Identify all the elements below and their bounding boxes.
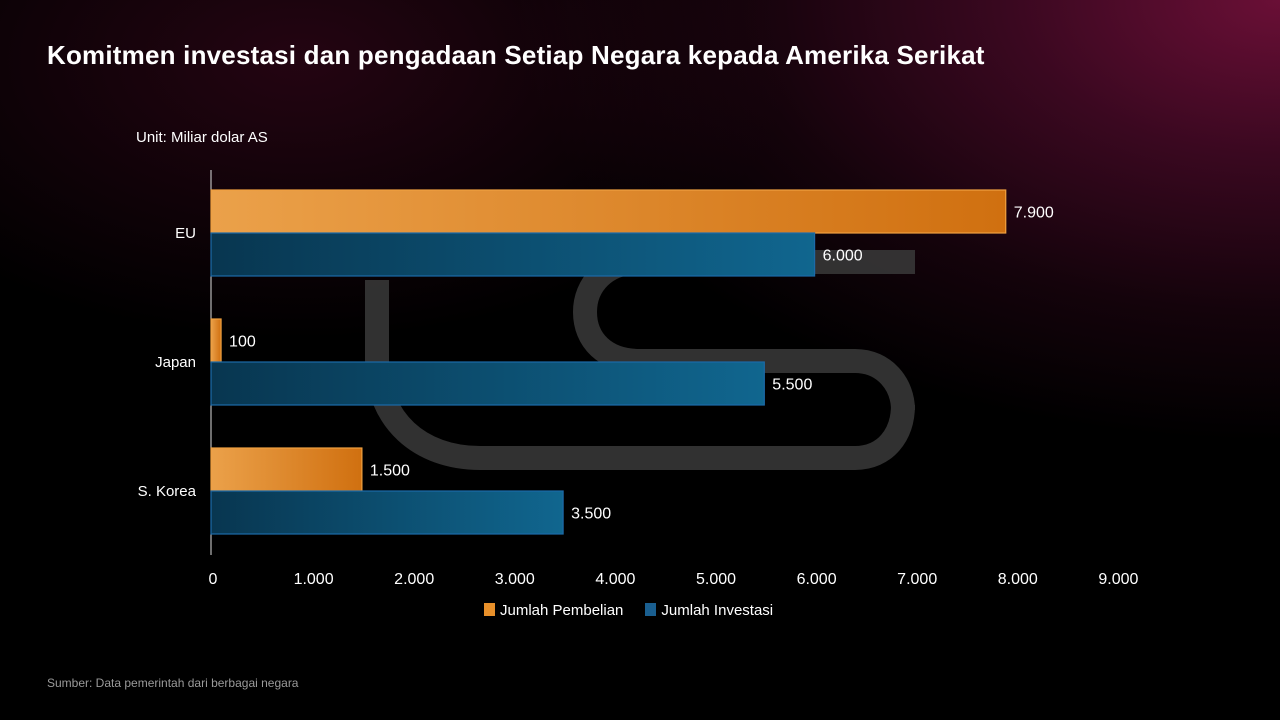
x-tick-label: 7.000: [897, 571, 937, 588]
data-label: 100: [229, 334, 256, 351]
legend: Jumlah Pembelian Jumlah Investasi: [484, 602, 773, 619]
legend-swatch-orange: [484, 603, 495, 616]
data-label: 7.900: [1014, 205, 1054, 222]
category-label: EU: [175, 225, 196, 242]
category-label: S. Korea: [138, 483, 197, 500]
chart-title: Komitmen investasi dan pengadaan Setiap …: [47, 40, 985, 70]
legend-item-investasi: Jumlah Investasi: [645, 602, 773, 619]
bar-pembelian: [210, 447, 363, 492]
x-tick-label: 9.000: [1098, 571, 1138, 588]
category-label: Japan: [155, 354, 196, 371]
data-label: 6.000: [823, 248, 863, 265]
watermark-logo: [365, 250, 915, 470]
legend-label: Jumlah Investasi: [661, 602, 774, 619]
bar-pembelian: [210, 189, 1007, 234]
data-label: 5.500: [772, 377, 812, 394]
x-tick-label: 6.000: [797, 571, 837, 588]
data-label: 1.500: [370, 463, 410, 480]
x-tick-label: 2.000: [394, 571, 434, 588]
source-note: Sumber: Data pemerintah dari berbagai ne…: [47, 676, 299, 690]
bar-investasi: [210, 361, 765, 406]
x-tick-label: 3.000: [495, 571, 535, 588]
x-tick-label: 1.000: [294, 571, 334, 588]
bar-pembelian: [210, 318, 222, 363]
x-tick-label: 5.000: [696, 571, 736, 588]
bar-investasi: [210, 232, 816, 277]
x-tick-label: 0: [209, 571, 218, 588]
x-tick-label: 4.000: [595, 571, 635, 588]
data-label: 3.500: [571, 506, 611, 523]
unit-label: Unit: Miliar dolar AS: [136, 129, 268, 146]
x-tick-label: 8.000: [998, 571, 1038, 588]
legend-item-pembelian: Jumlah Pembelian: [484, 602, 623, 619]
legend-swatch-blue: [645, 603, 657, 616]
legend-label: Jumlah Pembelian: [500, 602, 624, 619]
bar-investasi: [210, 490, 564, 535]
